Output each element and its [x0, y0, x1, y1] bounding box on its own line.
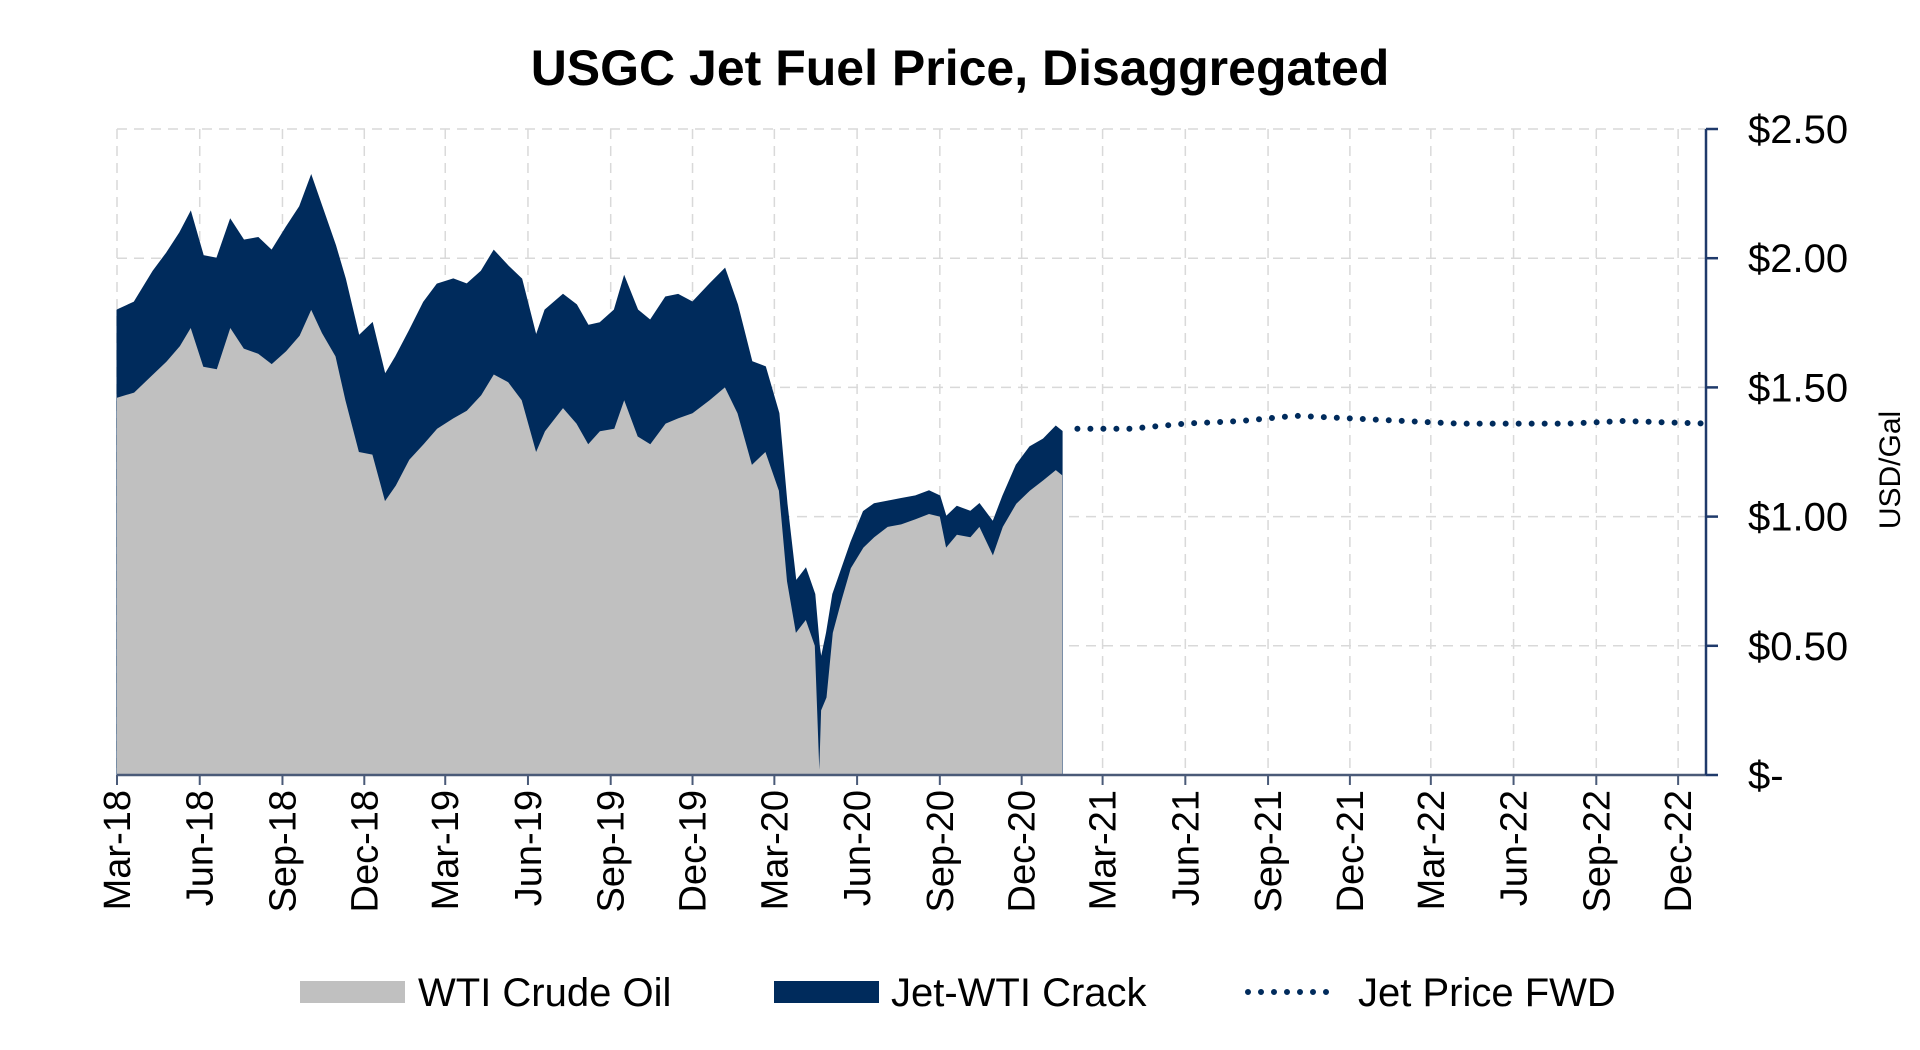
- chart-title: USGC Jet Fuel Price, Disaggregated: [531, 40, 1390, 96]
- y-tick-label: $1.00: [1748, 496, 1848, 540]
- x-tick-label: Dec-20: [1002, 790, 1044, 913]
- x-tick-label: Jun-20: [837, 790, 879, 906]
- legend-swatch-jet-wti-crack: [774, 981, 879, 1003]
- x-tick-label: Sep-19: [591, 790, 633, 913]
- y-tick-label: $1.50: [1748, 366, 1848, 410]
- x-tick-label: Dec-21: [1330, 790, 1372, 913]
- x-tick-label: Dec-18: [344, 790, 386, 913]
- x-tick-label: Jun-21: [1165, 790, 1207, 906]
- legend-label-jet-price-fwd: Jet Price FWD: [1358, 971, 1616, 1015]
- legend: WTI Crude Oil Jet-WTI Crack Jet Price FWD: [300, 971, 1616, 1015]
- forward-line: [1074, 412, 1709, 432]
- legend-label-jet-wti-crack: Jet-WTI Crack: [891, 971, 1148, 1015]
- y-tick-label: $2.00: [1748, 237, 1848, 281]
- y-tick-label: $0.50: [1748, 625, 1848, 669]
- x-tick-label: Jun-22: [1494, 790, 1536, 906]
- x-tick-label: Mar-18: [97, 790, 139, 910]
- x-tick-label: Mar-19: [425, 790, 467, 910]
- y-axis-label: USD/Gal: [1874, 411, 1907, 529]
- x-tick-label: Mar-20: [754, 790, 796, 910]
- legend-swatch-wti-crude-oil: [300, 981, 405, 1003]
- x-tick-label: Mar-22: [1411, 790, 1453, 910]
- legend-label-wti-crude-oil: WTI Crude Oil: [418, 971, 671, 1015]
- x-tick-label: Sep-21: [1248, 790, 1290, 913]
- x-tick-label: Sep-22: [1576, 790, 1618, 913]
- x-tick-label: Jun-18: [180, 790, 222, 906]
- x-tick-label: Dec-19: [673, 790, 715, 913]
- x-tick-label: Sep-20: [920, 790, 962, 913]
- series-jet-price-fwd-line: [1074, 412, 1709, 432]
- y-tick-label: $-: [1748, 754, 1784, 798]
- x-tick-label: Jun-19: [508, 790, 550, 906]
- y-tick-label: $2.50: [1748, 108, 1848, 152]
- x-tick-label: Dec-22: [1658, 790, 1700, 913]
- x-tick-label: Mar-21: [1083, 790, 1125, 910]
- axes: [117, 129, 1708, 777]
- x-axis-ticks: Mar-18 Jun-18 Sep-18 Dec-18 Mar-19 Jun-19 Sep-…: [97, 775, 1700, 913]
- plot-area: [116, 174, 1063, 776]
- y-axis-ticks: $- $0.50 $1.00 $1.50 $2.00 $2.50: [1706, 108, 1848, 798]
- x-tick-label: Sep-18: [262, 790, 304, 913]
- series-wti-crude-oil-area: [117, 309, 1063, 775]
